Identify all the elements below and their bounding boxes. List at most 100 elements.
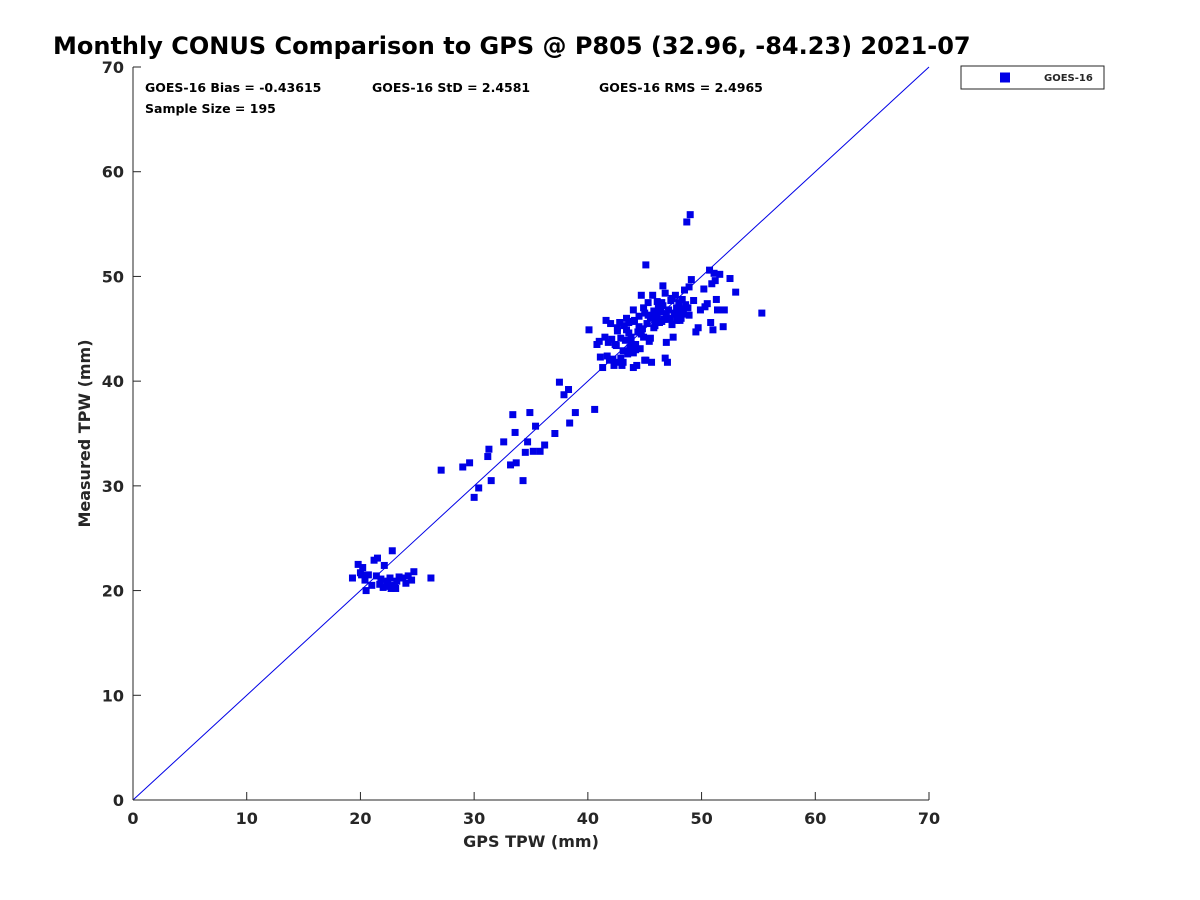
y-tick-label: 40 [102,372,124,391]
data-point [368,581,376,589]
data-point [712,295,720,303]
data-point [392,584,400,592]
data-point [626,344,634,352]
y-tick-label: 30 [102,477,124,496]
data-point [628,317,636,325]
data-point [653,298,661,306]
data-point [380,561,388,569]
data-point [595,337,603,345]
data-point [678,305,686,313]
data-point [713,306,721,314]
data-point [529,447,537,455]
data-point [607,320,615,328]
data-point [551,430,559,437]
data-point [665,306,673,314]
data-points [348,211,766,595]
data-point [623,314,631,322]
data-point [625,329,633,337]
data-point [661,354,669,362]
data-point [613,324,621,332]
data-point [475,484,483,492]
data-point [711,277,719,285]
data-point [726,275,734,283]
data-point [719,323,727,331]
data-point [685,283,693,291]
data-point [716,270,724,278]
data-point [408,576,416,584]
data-point [617,334,625,342]
data-point [512,459,520,467]
data-point [686,211,694,219]
x-tick-label: 40 [577,809,599,828]
data-point [470,493,478,501]
data-point [633,361,641,369]
data-point [605,356,613,364]
data-point [678,295,686,303]
data-point [692,328,700,336]
data-point [388,547,396,555]
data-point [610,361,618,369]
data-point [758,309,766,317]
data-point [696,306,704,314]
data-point [603,352,611,360]
data-point [644,299,652,307]
data-point [732,288,740,296]
data-point [621,336,629,344]
data-point [362,587,370,595]
x-axis-label: GPS TPW (mm) [463,832,599,851]
data-point [673,316,681,324]
data-point [653,314,661,322]
x-axis-ticks: 0 10 20 30 40 50 60 70 [127,792,940,828]
sample-size-stat: Sample Size = 195 [145,101,276,116]
data-point [662,310,670,318]
data-point [637,330,645,338]
bias-stat: GOES-16 Bias = -0.43615 [145,80,321,95]
x-tick-label: 20 [349,809,371,828]
data-point [669,333,677,341]
data-point [671,310,679,318]
y-tick-label: 20 [102,582,124,601]
data-point [571,409,579,417]
data-point [637,291,645,299]
plot-area [132,66,930,801]
data-point [386,574,394,582]
data-point [358,571,366,579]
data-point [709,326,717,334]
data-point [685,311,693,319]
data-point [393,577,401,585]
data-point [644,311,652,319]
data-point [635,323,643,331]
one-to-one-line [132,66,930,801]
data-point [509,411,517,419]
data-point [629,306,637,314]
data-point [379,583,387,591]
data-point [555,378,563,386]
x-tick-label: 0 [127,809,138,828]
axes: 0 10 20 30 40 50 60 70 0 10 20 30 40 50 60 70 [102,58,940,828]
data-point [536,447,544,455]
data-point [629,349,637,357]
data-point [642,261,650,269]
data-point [526,409,534,417]
data-point [348,574,356,582]
data-point [661,289,669,297]
data-point [690,297,698,305]
data-point [511,428,519,436]
data-point [632,340,640,348]
data-point [681,286,689,294]
data-point [591,405,599,413]
y-tick-label: 50 [102,267,124,286]
data-point [651,322,659,330]
data-point [566,419,574,427]
data-point [565,386,573,394]
data-point [599,364,607,372]
y-tick-label: 60 [102,163,124,182]
x-tick-label: 60 [804,809,826,828]
std-stat: GOES-16 StD = 2.4581 [372,80,530,95]
data-point [684,304,692,312]
data-point [532,422,540,430]
data-point [399,574,407,582]
data-point [646,334,654,342]
data-point [662,338,670,346]
data-point [640,304,648,312]
